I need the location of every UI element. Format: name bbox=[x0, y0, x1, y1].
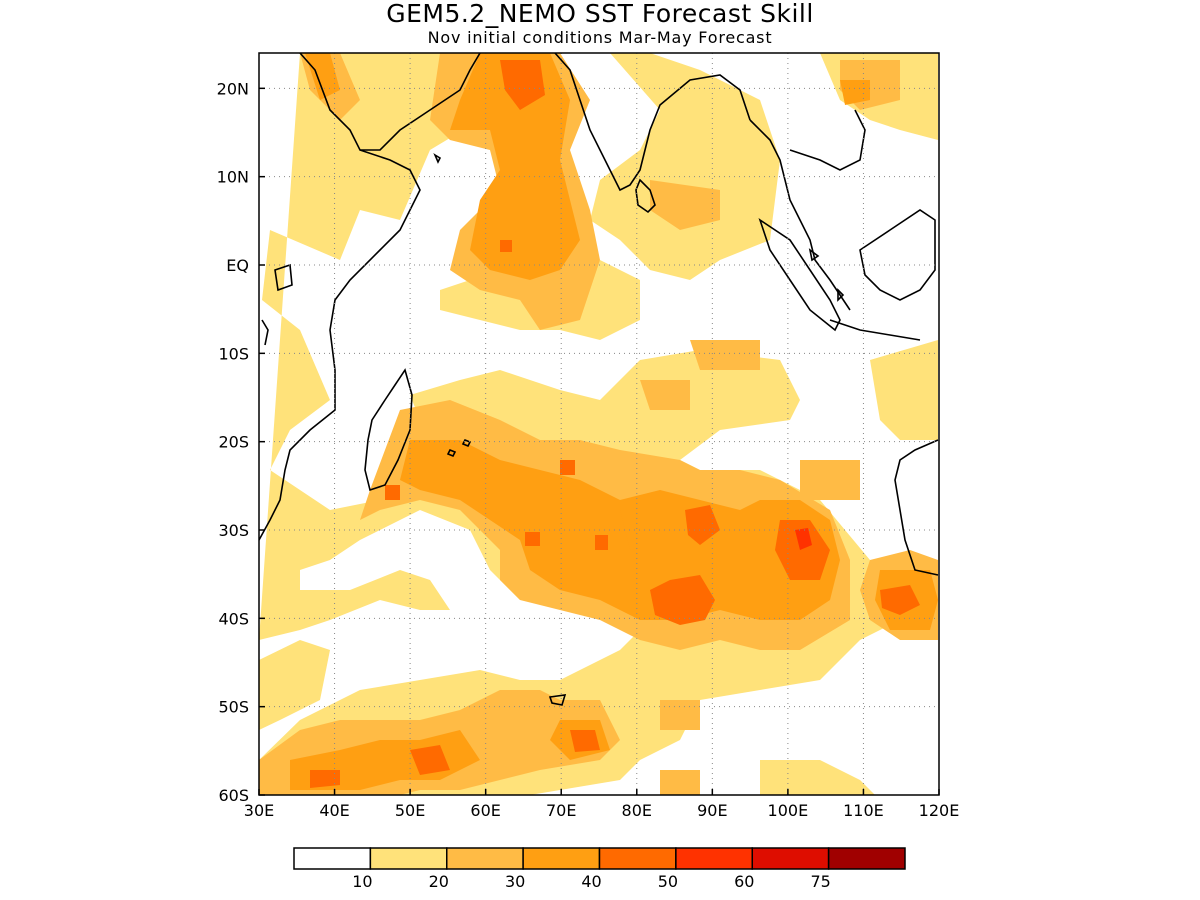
lat-tick-label: 10N bbox=[217, 168, 249, 187]
colorbar-swatch bbox=[598, 847, 677, 870]
skill-level-40-50 bbox=[310, 60, 920, 788]
lat-tick-label: 30S bbox=[218, 521, 249, 540]
lon-tick-label: 50E bbox=[395, 801, 425, 820]
lat-axis: 20N 10N EQ 10S 20S 30S 40S 50S 60S bbox=[217, 79, 265, 805]
lon-tick-label: 120E bbox=[919, 801, 960, 820]
colorbar-label: 10 bbox=[352, 872, 372, 891]
colorbar-label: 20 bbox=[429, 872, 449, 891]
lon-tick-label: 70E bbox=[546, 801, 576, 820]
lon-tick-label: 60E bbox=[470, 801, 500, 820]
lat-tick-label: 20N bbox=[217, 79, 249, 98]
colorbar-label: 60 bbox=[734, 872, 754, 891]
lat-tick-label: EQ bbox=[226, 256, 249, 275]
colorbar-label: 75 bbox=[810, 872, 830, 891]
colorbar-swatch bbox=[827, 847, 906, 870]
plot-frame bbox=[258, 52, 940, 796]
lat-tick-label: 40S bbox=[218, 609, 249, 628]
colorbar-swatch bbox=[369, 847, 448, 870]
map-title: GEM5.2_NEMO SST Forecast Skill bbox=[386, 0, 814, 28]
map-subtitle: Nov initial conditions Mar-May Forecast bbox=[427, 28, 773, 47]
colorbar: 10 20 30 40 50 60 75 bbox=[293, 847, 906, 891]
colorbar-label: 50 bbox=[658, 872, 678, 891]
colorbar-swatch bbox=[293, 847, 372, 870]
lon-tick-label: 100E bbox=[768, 801, 809, 820]
gridlines bbox=[259, 53, 939, 795]
lon-tick-label: 30E bbox=[244, 801, 274, 820]
colorbar-label: 40 bbox=[581, 872, 601, 891]
lon-tick-label: 80E bbox=[622, 801, 652, 820]
lon-tick-label: 110E bbox=[843, 801, 884, 820]
colorbar-swatch bbox=[675, 847, 753, 870]
lon-tick-label: 90E bbox=[697, 801, 727, 820]
skill-level-10-20 bbox=[259, 53, 938, 795]
lat-tick-label: 20S bbox=[218, 433, 249, 452]
colorbar-swatch bbox=[522, 847, 601, 870]
colorbar-label: 30 bbox=[505, 872, 525, 891]
lat-tick-label: 60S bbox=[218, 786, 249, 805]
lat-tick-label: 50S bbox=[218, 698, 249, 717]
coastlines bbox=[259, 53, 939, 706]
colorbar-swatch bbox=[446, 847, 524, 870]
colorbar-swatch bbox=[751, 847, 830, 870]
lon-axis: 30E 40E 50E 60E 70E 80E 90E 100E 110E 120E bbox=[244, 789, 960, 820]
lon-tick-label: 40E bbox=[319, 801, 349, 820]
skill-level-50-60 bbox=[795, 528, 812, 550]
lat-tick-label: 10S bbox=[218, 344, 249, 363]
